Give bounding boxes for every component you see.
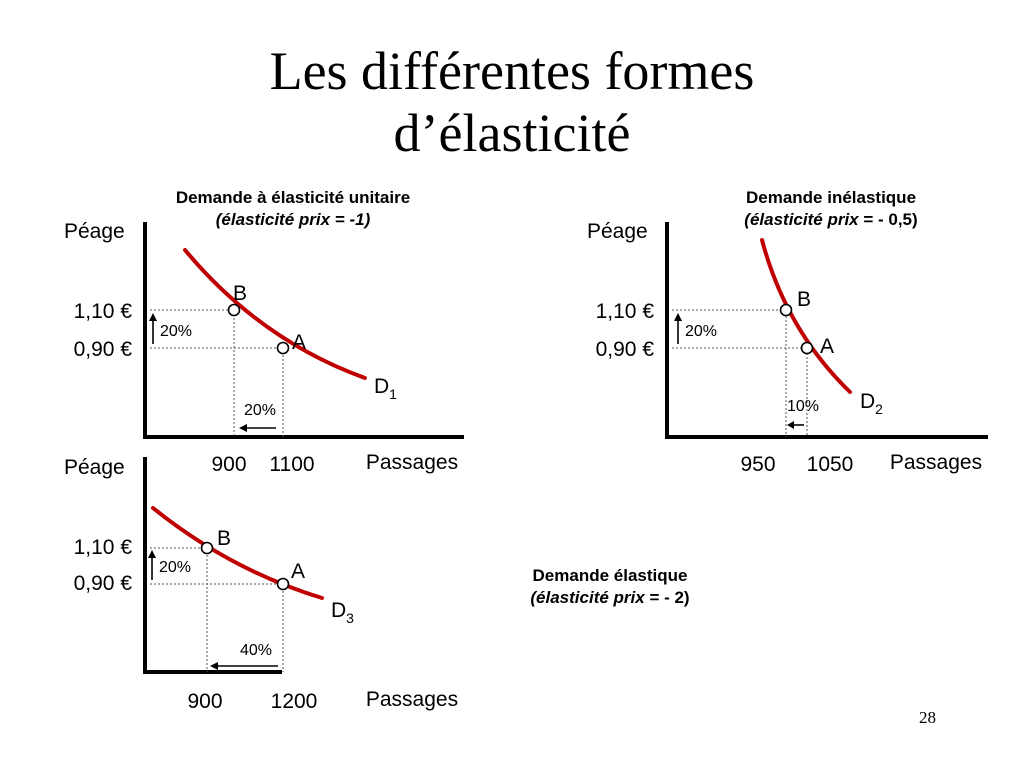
elastic-caption-title: Demande élastique <box>532 566 688 585</box>
unitary-caption-elasticity: (élasticité prix = -1) <box>215 210 371 229</box>
slide-title: Les différentes formes d’élasticité <box>0 40 1024 164</box>
elastic-axes <box>143 457 282 674</box>
unitary-qty-change: 20% <box>244 402 276 419</box>
elastic-price-high: 1,10 € <box>74 536 133 559</box>
unitary-demand-curve <box>183 248 367 380</box>
elastic-point-a <box>276 577 290 591</box>
unitary-point-a <box>276 341 290 355</box>
inelastic-price-arrowhead <box>674 313 682 321</box>
unitary-x-axis-label: Passages <box>366 451 458 474</box>
elastic-demand-panel: Péage 1,10 € 0,90 € B A D3 20% 40% 900 1… <box>64 456 458 713</box>
inelastic-demand-panel: Péage 1,10 € 0,90 € B A D2 20% 10% 950 1… <box>587 220 988 476</box>
inelastic-demand-curve <box>760 238 852 394</box>
elastic-caption: Demande élastique (élasticité prix = - 2… <box>490 565 730 609</box>
unitary-y-axis-label: Péage <box>64 220 125 243</box>
inelastic-point-a <box>800 341 814 355</box>
elastic-qty-change: 40% <box>240 642 272 659</box>
inelastic-caption-elasticity: (élasticité prix = - 0,5) <box>744 210 918 229</box>
inelastic-price-low: 0,90 € <box>596 338 655 361</box>
inelastic-axes <box>665 222 988 439</box>
unitary-qty-low: 900 <box>211 453 246 476</box>
title-line-2: d’élasticité <box>393 103 631 163</box>
inelastic-point-a-label: A <box>820 335 834 358</box>
elastic-qty-low: 900 <box>187 690 222 713</box>
inelastic-y-axis-label: Péage <box>587 220 648 243</box>
unitary-price-low: 0,90 € <box>74 338 133 361</box>
unitary-price-high: 1,10 € <box>74 300 133 323</box>
elastic-qty-high: 1200 <box>271 690 318 713</box>
inelastic-point-b-label: B <box>797 288 811 311</box>
unitary-qty-high: 1100 <box>269 453 314 476</box>
inelastic-caption: Demande inélastique (élasticité prix = -… <box>700 187 962 231</box>
inelastic-qty-low: 950 <box>740 453 775 476</box>
title-line-1: Les différentes formes <box>269 41 755 101</box>
unitary-caption: Demande à élasticité unitaire (élasticit… <box>140 187 446 231</box>
unitary-point-b-label: B <box>233 282 247 305</box>
inelastic-price-high: 1,10 € <box>596 300 655 323</box>
unitary-point-a-label: A <box>292 331 306 354</box>
elastic-qty-arrowhead <box>210 662 218 670</box>
unitary-axes <box>143 222 464 439</box>
elastic-price-low: 0,90 € <box>74 572 133 595</box>
inelastic-price-change: 20% <box>685 323 717 340</box>
elastic-x-axis-label: Passages <box>366 688 458 711</box>
elastic-price-change: 20% <box>159 559 191 576</box>
elastic-price-arrowhead <box>148 550 156 558</box>
unitary-qty-arrowhead <box>239 424 247 432</box>
inelastic-qty-change: 10% <box>787 398 819 415</box>
unitary-curve-label: D1 <box>374 375 397 402</box>
page-number: 28 <box>919 708 936 727</box>
elastic-y-axis-label: Péage <box>64 456 125 479</box>
unitary-caption-title: Demande à élasticité unitaire <box>175 188 411 207</box>
inelastic-x-axis-label: Passages <box>890 451 982 474</box>
inelastic-curve-label: D2 <box>860 390 883 417</box>
unitary-price-change: 20% <box>160 323 192 340</box>
inelastic-qty-arrowhead <box>787 421 794 429</box>
unitary-price-arrowhead <box>149 313 157 321</box>
inelastic-caption-title: Demande inélastique <box>745 188 917 207</box>
elastic-point-a-label: A <box>291 560 305 583</box>
elastic-curve-label: D3 <box>331 599 354 626</box>
unitary-demand-panel: Péage 1,10 € 0,90 € B A D1 20% 20% 900 1… <box>64 220 464 476</box>
inelastic-qty-high: 1050 <box>807 453 854 476</box>
elastic-caption-elasticity: (élasticité prix = - 2) <box>530 588 690 607</box>
elastic-point-b <box>200 541 214 555</box>
inelastic-point-b <box>779 303 793 317</box>
elastic-demand-curve <box>151 506 324 600</box>
elastic-point-b-label: B <box>217 527 231 550</box>
unitary-point-b <box>227 303 241 317</box>
